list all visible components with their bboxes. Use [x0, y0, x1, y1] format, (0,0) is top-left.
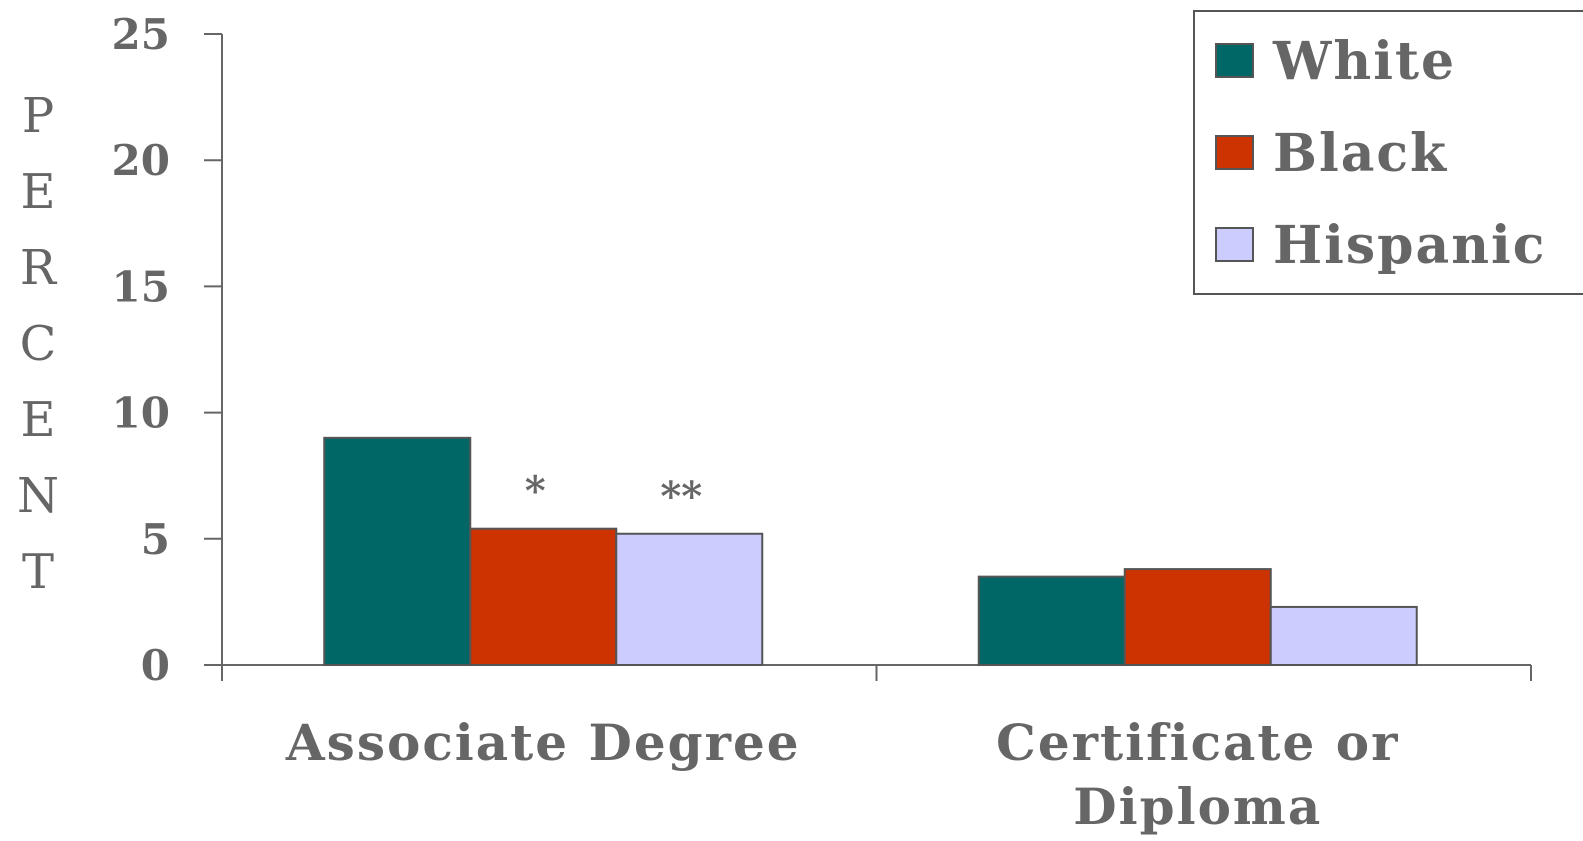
bar-white-1: [323, 436, 472, 666]
annotations: * **: [525, 468, 702, 520]
legend-swatch-black: [1215, 135, 1254, 170]
legend-swatch-hispanic: [1215, 227, 1254, 262]
significance-marker: *: [525, 468, 546, 515]
y-tick-label: 5: [141, 515, 170, 564]
y-axis-label-letter: E: [20, 392, 55, 448]
y-tick-label: 10: [112, 389, 170, 438]
legend[interactable]: White Black Hispanic: [1193, 10, 1583, 295]
y-tick-label: 20: [112, 136, 170, 185]
bar-white-2: [977, 575, 1126, 666]
x-category-label: Certificate or Diploma: [996, 713, 1399, 836]
y-axis-label-letter: T: [22, 544, 54, 600]
y-axis-label-letter: N: [17, 468, 59, 524]
y-axis-ticks: 0 5 10 15 20 25: [112, 10, 222, 690]
bar-hispanic-1: [615, 532, 764, 667]
y-tick-label: 0: [141, 641, 170, 690]
x-category-label: Associate Degree: [285, 713, 801, 772]
y-axis-label-letter: C: [20, 316, 57, 372]
bar-black-1: [469, 527, 618, 666]
y-axis-label-letter: E: [20, 164, 55, 220]
bars: [323, 436, 1418, 667]
legend-label-black: Black: [1273, 123, 1448, 184]
x-axis-category-labels: Associate Degree Certificate or Diploma: [285, 713, 1399, 836]
bar-hispanic-2: [1269, 605, 1418, 666]
y-tick-label: 25: [112, 10, 170, 59]
legend-box: [1193, 10, 1583, 295]
legend-swatch-white: [1215, 43, 1254, 78]
y-axis-label-letter: P: [22, 88, 54, 144]
y-tick-label: 15: [112, 262, 170, 311]
bar-black-2: [1123, 568, 1272, 667]
y-axis-label-letter: R: [20, 240, 58, 296]
significance-marker: **: [660, 473, 702, 520]
legend-label-white: White: [1272, 31, 1456, 92]
legend-label-hispanic: Hispanic: [1273, 215, 1546, 276]
